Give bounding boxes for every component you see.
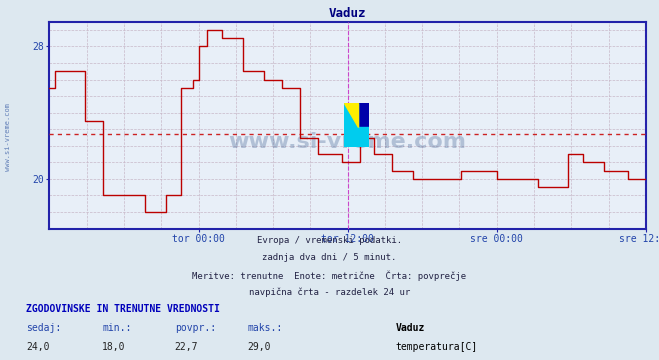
Text: 29,0: 29,0 bbox=[247, 342, 271, 352]
Text: www.si-vreme.com: www.si-vreme.com bbox=[229, 132, 467, 152]
Text: Evropa / vremenski podatki.: Evropa / vremenski podatki. bbox=[257, 236, 402, 245]
Text: navpična črta - razdelek 24 ur: navpična črta - razdelek 24 ur bbox=[249, 288, 410, 297]
Text: Meritve: trenutne  Enote: metrične  Črta: povprečje: Meritve: trenutne Enote: metrične Črta: … bbox=[192, 270, 467, 281]
Text: min.:: min.: bbox=[102, 323, 132, 333]
Polygon shape bbox=[344, 103, 358, 127]
Text: maks.:: maks.: bbox=[247, 323, 282, 333]
Polygon shape bbox=[344, 103, 369, 147]
Polygon shape bbox=[344, 103, 369, 147]
Title: Vaduz: Vaduz bbox=[329, 8, 366, 21]
Text: povpr.:: povpr.: bbox=[175, 323, 215, 333]
Text: www.si-vreme.com: www.si-vreme.com bbox=[5, 103, 11, 171]
Text: Vaduz: Vaduz bbox=[395, 323, 425, 333]
Text: 22,7: 22,7 bbox=[175, 342, 198, 352]
Text: zadnja dva dni / 5 minut.: zadnja dva dni / 5 minut. bbox=[262, 253, 397, 262]
Text: temperatura[C]: temperatura[C] bbox=[395, 342, 478, 352]
Text: ZGODOVINSKE IN TRENUTNE VREDNOSTI: ZGODOVINSKE IN TRENUTNE VREDNOSTI bbox=[26, 304, 220, 314]
Text: 18,0: 18,0 bbox=[102, 342, 126, 352]
Text: 24,0: 24,0 bbox=[26, 342, 50, 352]
Text: sedaj:: sedaj: bbox=[26, 323, 61, 333]
